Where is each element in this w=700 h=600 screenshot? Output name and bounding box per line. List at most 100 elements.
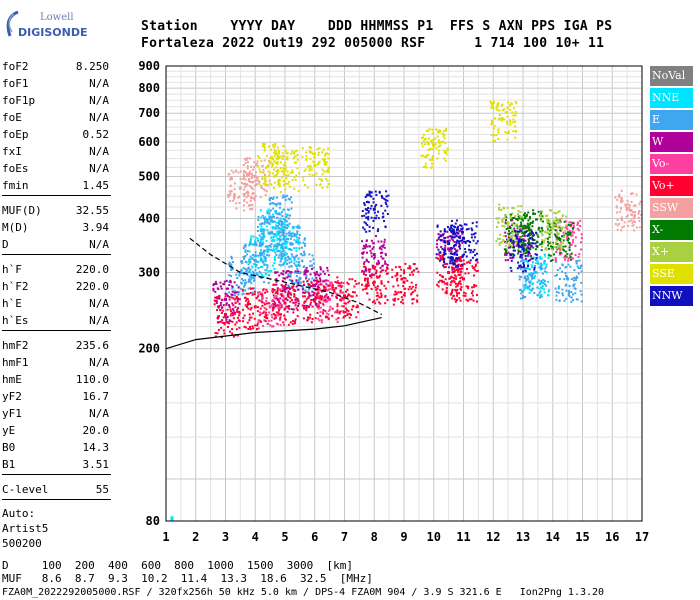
param-row-b1: B1 3.51: [2, 456, 111, 473]
echo-dot: [362, 226, 365, 229]
echo-dot: [372, 226, 375, 229]
echo-dot: [579, 224, 582, 227]
echo-dot: [504, 111, 507, 114]
echo-dot: [374, 205, 377, 208]
echo-dot: [539, 290, 542, 293]
echo-dot: [293, 187, 296, 190]
echo-dot: [453, 277, 456, 280]
echo-dot: [243, 204, 246, 207]
echo-dot: [533, 266, 536, 269]
echo-dot: [370, 216, 373, 219]
echo-dot: [398, 266, 401, 269]
echo-dot: [438, 130, 441, 133]
echo-dot: [429, 158, 432, 161]
echo-dot: [505, 252, 508, 255]
echo-dot: [439, 257, 442, 260]
echo-dot: [512, 114, 515, 117]
echo-dot: [554, 235, 557, 238]
echo-dot: [415, 283, 418, 286]
echo-dot: [568, 295, 571, 298]
echo-dot: [368, 225, 371, 228]
echo-dot: [258, 311, 261, 314]
echo-dot: [213, 299, 216, 302]
echo-dot: [410, 293, 413, 296]
echo-dot: [370, 239, 373, 242]
echo-dot: [295, 236, 298, 239]
echo-dot: [500, 241, 503, 244]
echo-dot: [339, 289, 342, 292]
echo-dot: [230, 263, 233, 266]
echo-dot: [380, 204, 383, 207]
echo-dot: [473, 266, 476, 269]
echo-dot: [559, 229, 562, 232]
echo-dot: [471, 265, 474, 268]
echo-dot: [456, 249, 459, 252]
echo-dot: [435, 246, 438, 249]
echo-dot: [242, 174, 245, 177]
echo-dot: [460, 286, 463, 289]
echo-dot: [540, 295, 543, 298]
echo-dot: [446, 148, 449, 151]
echo-dot: [270, 165, 273, 168]
echo-dot: [526, 254, 529, 257]
echo-dot: [287, 286, 290, 289]
echo-dot: [253, 243, 256, 246]
echo-dot: [511, 229, 514, 232]
echo-dot: [459, 258, 462, 261]
echo-dot: [554, 259, 557, 262]
echo-dot: [262, 275, 265, 278]
echo-dot: [509, 121, 512, 124]
echo-dot: [450, 246, 453, 249]
echo-dot: [457, 232, 460, 235]
echo-dot: [274, 292, 277, 295]
echo-dot: [626, 214, 629, 217]
echo-dot: [250, 165, 253, 168]
echo-dot: [366, 251, 369, 254]
x-tick-label: 1: [162, 530, 169, 544]
echo-dot: [532, 209, 535, 212]
echo-dot: [510, 269, 513, 272]
param-value: N/A: [89, 314, 109, 327]
echo-dot: [364, 267, 367, 270]
echo-dot: [544, 248, 547, 251]
echo-dot: [450, 262, 453, 265]
echo-dot: [506, 107, 509, 110]
echo-dot: [468, 248, 471, 251]
echo-dot: [293, 262, 296, 265]
echo-dot: [527, 259, 530, 262]
echo-dot: [231, 177, 234, 180]
echo-dot: [455, 256, 458, 259]
echo-dot: [556, 221, 559, 224]
echo-dot: [318, 319, 321, 322]
echo-dot: [248, 172, 251, 175]
echo-dot: [467, 260, 470, 263]
echo-dot: [570, 296, 573, 299]
echo-dot: [537, 279, 540, 282]
echo-dot: [520, 225, 523, 228]
echo-dot: [443, 228, 446, 231]
echo-dot: [378, 274, 381, 277]
echo-dot: [528, 217, 531, 220]
echo-dot: [574, 279, 577, 282]
echo-dot: [546, 228, 549, 231]
echo-dot: [288, 261, 291, 264]
echo-dot: [266, 219, 269, 222]
echo-dot: [565, 232, 568, 235]
echo-dot: [274, 209, 277, 212]
echo-dot: [229, 308, 232, 311]
echo-dot: [250, 180, 253, 183]
echo-dot: [568, 224, 571, 227]
echo-dot: [246, 173, 249, 176]
echo-dot: [255, 255, 258, 258]
logo-swoosh-icon: [6, 10, 19, 37]
echo-dot: [436, 131, 439, 134]
echo-dot: [520, 276, 523, 279]
echo-dot: [441, 288, 444, 291]
echo-dot: [370, 195, 373, 198]
echo-dot: [458, 242, 461, 245]
echo-dot: [453, 253, 456, 256]
echo-dot: [306, 319, 309, 322]
echo-dot: [271, 309, 274, 312]
echo-dot: [248, 260, 251, 263]
echo-dot: [571, 227, 574, 230]
